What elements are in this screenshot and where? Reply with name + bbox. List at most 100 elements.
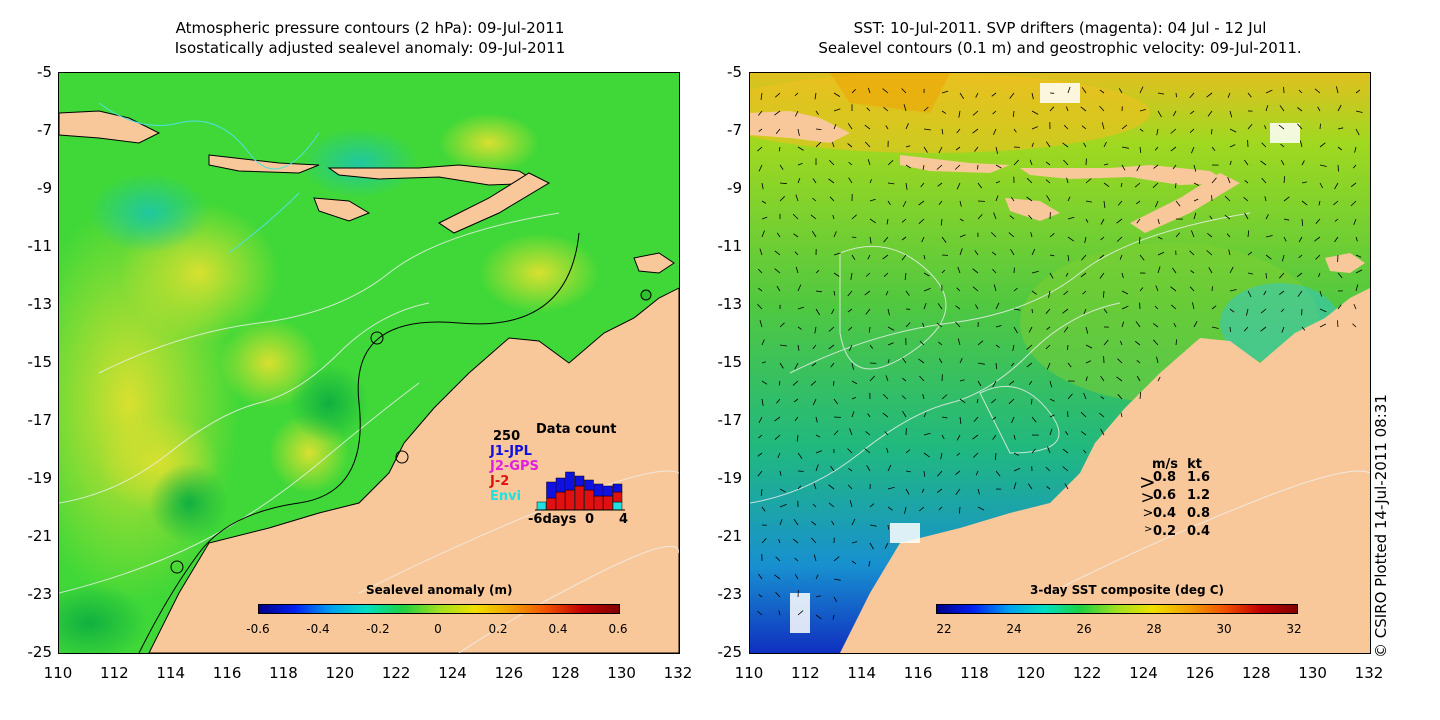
velocity-arrow	[1191, 146, 1195, 154]
data-count-xlabel-end: 4	[619, 512, 629, 527]
velocity-arrow	[1049, 398, 1055, 402]
velocity-arrow	[1280, 160, 1285, 166]
velocity-arrow	[1011, 416, 1015, 424]
data-count-bar	[574, 475, 585, 487]
velocity-arrow	[757, 304, 763, 310]
velocity-arrow	[1136, 200, 1141, 205]
velocity-arrow	[1229, 308, 1235, 313]
velocity-arrow	[1080, 106, 1087, 112]
velocity-arrow	[1009, 380, 1015, 385]
velocity-arrow	[1009, 92, 1015, 99]
velocity-arrow	[1301, 200, 1308, 206]
velocity-arrow	[1298, 254, 1303, 259]
velocity-arrow	[1283, 176, 1286, 184]
velocity-arrow	[1265, 272, 1267, 279]
velocity-arrow	[941, 394, 948, 400]
velocity-arrow	[923, 288, 931, 292]
data-count-title: Data count	[536, 422, 617, 437]
speed-legend-header: m/s kt	[1152, 457, 1202, 472]
velocity-arrow	[815, 464, 819, 472]
velocity-arrow	[1224, 214, 1231, 220]
velocity-arrow	[901, 88, 907, 94]
velocity-arrow	[1045, 308, 1051, 314]
velocity-arrow	[887, 200, 891, 206]
velocity-arrow	[869, 344, 874, 349]
velocity-arrow	[923, 470, 926, 477]
velocity-arrow	[905, 123, 909, 130]
velocity-arrow	[882, 393, 889, 400]
velocity-arrow	[977, 182, 983, 189]
velocity-arrow	[992, 434, 997, 440]
velocity-arrow	[919, 506, 925, 512]
y-tick-label: -23	[717, 585, 743, 603]
velocity-arrow	[959, 218, 964, 222]
velocity-arrow	[886, 218, 889, 225]
velocity-arrow	[901, 395, 907, 400]
velocity-arrow	[1049, 428, 1053, 436]
velocity-arrow	[904, 506, 907, 514]
velocity-arrow	[995, 181, 1000, 184]
left-title-line2: Isostatically adjusted sealevel anomaly:…	[174, 39, 566, 57]
velocity-arrow	[1170, 146, 1177, 152]
velocity-arrow	[1247, 251, 1253, 256]
velocity-arrow	[797, 284, 802, 292]
velocity-arrow	[1172, 110, 1177, 117]
velocity-arrow	[923, 412, 927, 418]
right-colorbar-label: 3-day SST composite (deg C)	[1030, 583, 1225, 597]
velocity-arrow	[761, 230, 765, 238]
velocity-arrow	[887, 182, 895, 185]
velocity-arrow	[759, 248, 763, 256]
velocity-arrow	[1046, 326, 1051, 330]
velocity-arrow	[941, 434, 945, 440]
y-tick-label: -23	[27, 585, 53, 603]
velocity-arrow	[973, 416, 979, 422]
y-tick-label: -21	[717, 527, 743, 545]
velocity-arrow	[833, 380, 835, 386]
velocity-arrow	[831, 308, 835, 315]
velocity-arrow	[1083, 308, 1087, 315]
velocity-arrow	[1063, 124, 1069, 130]
velocity-arrow	[995, 325, 1002, 328]
velocity-arrow	[792, 380, 799, 386]
velocity-arrow	[1028, 326, 1033, 333]
velocity-arrow	[936, 488, 943, 494]
data-count-chart	[535, 471, 625, 511]
velocity-arrow	[955, 488, 961, 495]
velocity-arrow	[793, 233, 799, 238]
velocity-arrow	[760, 488, 763, 496]
velocity-arrow	[1081, 87, 1087, 94]
velocity-arrow	[761, 200, 767, 204]
velocity-arrow	[1260, 160, 1267, 166]
velocity-arrow	[1026, 344, 1033, 350]
velocity-arrow	[1013, 308, 1021, 311]
velocity-arrow	[905, 290, 910, 296]
velocity-arrow	[1121, 124, 1128, 130]
velocity-arrow	[758, 573, 763, 580]
speed-kt-value: 1.2	[1187, 488, 1211, 503]
x-tick-label: 112	[100, 664, 129, 682]
velocity-arrow	[1211, 128, 1213, 135]
data-count-bar	[612, 501, 623, 511]
sealevel-anomaly-map	[58, 72, 680, 654]
velocity-arrow	[795, 266, 799, 274]
velocity-arrow	[828, 502, 835, 508]
velocity-arrow	[797, 344, 800, 351]
velocity-arrow	[1117, 394, 1123, 400]
velocity-arrow	[1067, 393, 1073, 400]
velocity-arrow	[1319, 323, 1327, 328]
velocity-arrow	[959, 506, 961, 514]
velocity-arrow	[758, 268, 763, 274]
velocity-arrow	[938, 341, 943, 346]
velocity-arrow	[1211, 146, 1216, 152]
velocity-arrow	[1280, 143, 1285, 148]
velocity-arrow	[957, 338, 961, 346]
velocity-arrow	[774, 268, 781, 274]
velocity-arrow	[922, 322, 925, 328]
velocity-arrow	[795, 194, 799, 202]
velocity-arrow	[1045, 466, 1051, 472]
velocity-arrow	[1229, 160, 1232, 166]
velocity-arrow	[956, 452, 961, 456]
x-tick-label: 110	[734, 664, 764, 682]
velocity-arrow	[975, 304, 979, 310]
y-tick-label: -7	[727, 121, 742, 139]
